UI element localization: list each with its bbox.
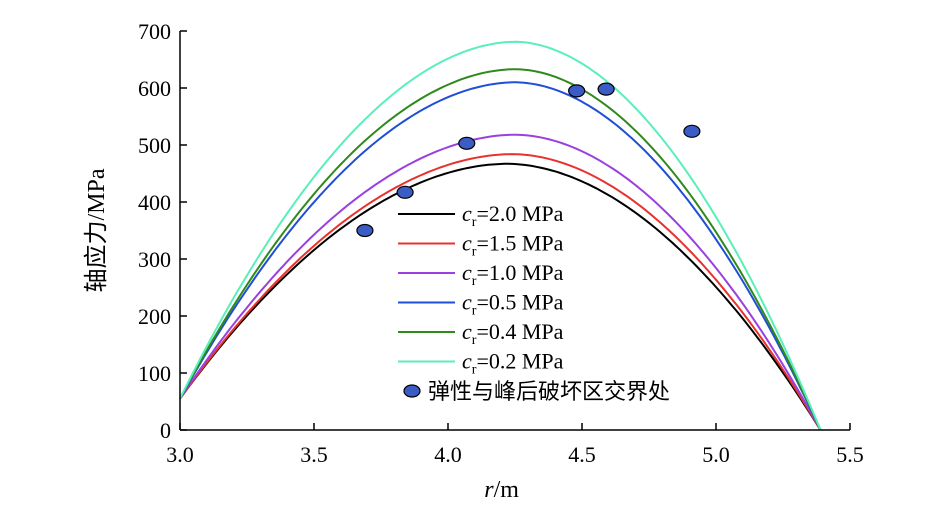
series-line-4 — [179, 68, 822, 431]
boundary-point-1 — [396, 185, 414, 199]
y-tick-label-2: 200 — [138, 304, 171, 329]
curves-layer — [179, 40, 822, 431]
boundary-point-2 — [458, 136, 476, 150]
x-tick-label-5: 5.5 — [836, 442, 864, 467]
x-axis-title: r/m — [484, 477, 519, 503]
x-tick-label-3: 4.5 — [568, 442, 596, 467]
y-tick-label-5: 500 — [138, 133, 171, 158]
series-line-0 — [179, 162, 822, 431]
legend-label-0: cr=2.0 MPa — [462, 201, 564, 230]
boundary-point-0 — [356, 223, 374, 238]
markers-layer — [356, 82, 701, 238]
boundary-point-4 — [597, 82, 615, 96]
axes-layer: 3.0 3.5 4.0 4.5 5.0 5.5 0 100 200 300 400 500 600 700… — [83, 19, 864, 503]
series-line-5 — [179, 40, 822, 431]
x-tick-label-4: 5.0 — [702, 442, 730, 467]
legend-label-3: cr=0.5 MPa — [462, 290, 564, 319]
boundary-point-3 — [568, 84, 586, 98]
boundary-point-5 — [683, 124, 701, 138]
legend-marker-swatch — [403, 384, 421, 398]
y-tick-label-4: 400 — [138, 190, 171, 215]
x-tick-label-1: 3.5 — [300, 442, 328, 467]
y-tick-label-6: 600 — [138, 76, 171, 101]
legend-label-boundary: 弹性与峰后破坏区交界处 — [428, 380, 670, 405]
y-tick-label-0: 0 — [160, 418, 171, 443]
y-tick-label-1: 100 — [138, 361, 171, 386]
legend-label-1: cr=1.5 MPa — [462, 231, 564, 260]
series-line-3 — [179, 81, 822, 431]
x-tick-label-2: 4.0 — [434, 442, 462, 467]
series-line-2 — [179, 133, 822, 431]
series-line-1 — [179, 153, 822, 431]
y-tick-label-3: 300 — [138, 247, 171, 272]
x-tick-label-0: 3.0 — [166, 442, 194, 467]
legend-label-2: cr=1.0 MPa — [462, 260, 564, 289]
y-tick-label-7: 700 — [138, 19, 171, 44]
legend-label-5: cr=0.2 MPa — [462, 349, 564, 378]
legend-label-4: cr=0.4 MPa — [462, 319, 564, 348]
y-axis-title: 轴应力/MPa — [83, 168, 110, 292]
